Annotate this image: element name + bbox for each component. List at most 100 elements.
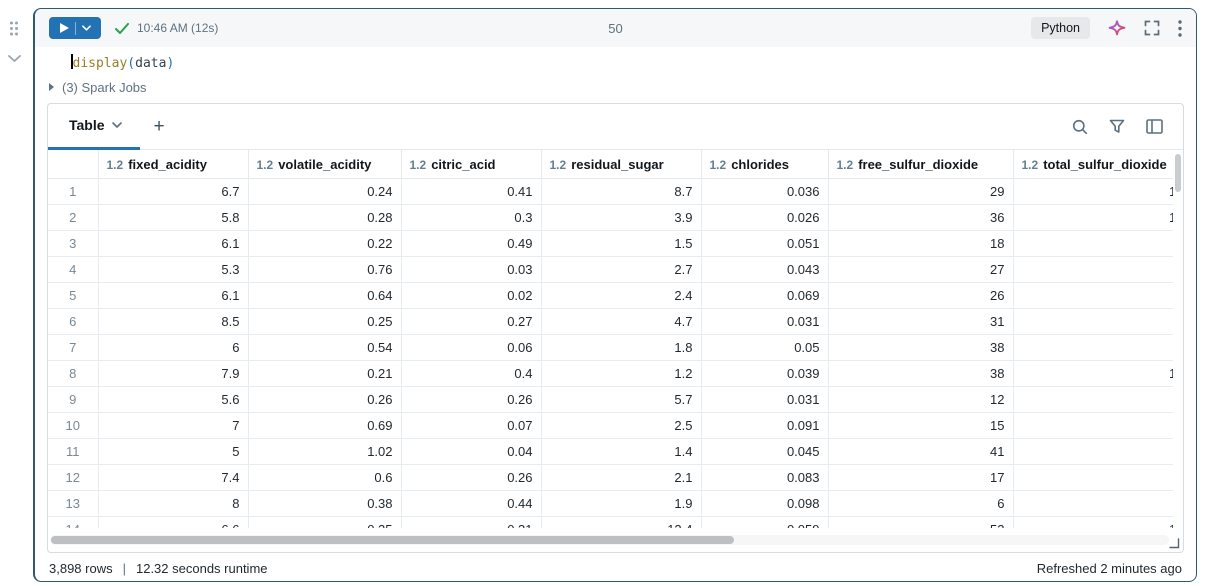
cell-value: 29 (827, 178, 1014, 205)
column-header-chlorides[interactable]: 1.2 chlorides (700, 150, 829, 179)
cell-value: 0.098 (700, 490, 829, 517)
cell-value: 0.26 (400, 386, 542, 413)
row-number: 3 (48, 230, 99, 257)
row-number: 11 (48, 438, 99, 465)
table-row: 36.10.220.491.50.051188 (48, 230, 1173, 257)
horizontal-scrollbar-thumb[interactable] (51, 536, 734, 544)
cell-value: 12.4 (540, 516, 702, 528)
row-count-label: 3,898 rows (49, 561, 113, 576)
cell-value: 0.02 (400, 282, 542, 309)
cell-value: 0.045 (700, 438, 829, 465)
cell-value: 18 (827, 230, 1014, 257)
cell-header: 10:46 AM (12s) 50 Python (35, 9, 1196, 47)
cell-value: 1.5 (540, 230, 702, 257)
refreshed-label: Refreshed 2 minutes ago (1036, 561, 1182, 576)
cell-value: 0.083 (700, 464, 829, 491)
column-header-residual_sugar[interactable]: 1.2 residual_sugar (540, 150, 702, 179)
cell-value: 0.54 (247, 334, 402, 361)
search-icon[interactable] (1072, 119, 1088, 135)
cell-value: 0.26 (247, 386, 402, 413)
table-row: 127.40.60.262.10.083179 (48, 464, 1173, 491)
cell-value: 6 (97, 334, 249, 361)
tab-table[interactable]: Table (48, 104, 140, 150)
column-header-citric_acid[interactable]: 1.2 citric_acid (400, 150, 542, 179)
row-number: 6 (48, 308, 99, 335)
results-status-bar: 3,898 rows | 12.32 seconds runtime Refre… (49, 561, 1182, 576)
chevron-down-icon (111, 122, 122, 128)
cell-value: 0.49 (400, 230, 542, 257)
cell-value: 6.1 (97, 282, 249, 309)
filter-icon[interactable] (1109, 119, 1125, 134)
drag-handle-icon[interactable] (9, 21, 19, 41)
cell-value: 0.22 (247, 230, 402, 257)
column-header-free_sulfur_dioxide[interactable]: 1.2 free_sulfur_dioxide (827, 150, 1014, 179)
resize-handle-icon[interactable] (1168, 537, 1180, 549)
status-separator: | (122, 561, 126, 576)
cell-value: 5 (97, 438, 249, 465)
cell-value: 0.25 (247, 516, 402, 528)
spark-jobs-label: (3) Spark Jobs (62, 79, 147, 95)
cell-value: 6.6 (97, 516, 249, 528)
cell-value: 0.24 (247, 178, 402, 205)
cell-value: 0.44 (400, 490, 542, 517)
cell-value: 7.4 (97, 464, 249, 491)
column-header-fixed_acidity[interactable]: 1.2 fixed_acidity (97, 150, 249, 179)
cell-value: 31 (827, 308, 1014, 335)
horizontal-scrollbar-track[interactable] (50, 535, 1169, 545)
fullscreen-icon[interactable] (1144, 20, 1160, 36)
cell-value: 7.9 (97, 360, 249, 387)
row-number: 5 (48, 282, 99, 309)
cell-value: 8 (97, 490, 249, 517)
cell-value: 52 (827, 516, 1014, 528)
cell-value: 0.64 (247, 282, 402, 309)
cell-value: 0.3 (400, 204, 542, 231)
collapse-cell-chevron-icon[interactable] (8, 50, 21, 68)
success-check-icon (115, 22, 129, 34)
row-number-header (48, 150, 99, 179)
row-number: 4 (48, 256, 99, 283)
cell-value: 41 (827, 438, 1014, 465)
numeric-type-icon: 1.2 (836, 157, 854, 172)
language-selector[interactable]: Python (1031, 17, 1090, 39)
run-cell-button[interactable] (49, 17, 101, 39)
spark-jobs-toggle[interactable]: (3) Spark Jobs (35, 75, 1196, 101)
cell-value: 2.1 (540, 464, 702, 491)
assistant-sparkle-icon[interactable] (1108, 20, 1126, 36)
column-name: volatile_acidity (278, 156, 372, 172)
column-name: free_sulfur_dioxide (858, 156, 979, 172)
row-number: 1 (48, 178, 99, 205)
column-name: citric_acid (431, 156, 496, 172)
cell-value: 12 (827, 386, 1014, 413)
table-viewport: 1.2 fixed_acidity 1.2 volatile_acidity 1.2 ci… (48, 150, 1173, 528)
cell-value: 6.1 (97, 230, 249, 257)
vertical-scrollbar-thumb[interactable] (1175, 154, 1181, 192)
cell-value: 8 (1012, 386, 1173, 413)
add-visualization-button[interactable]: + (148, 117, 171, 136)
notebook-cell: 10:46 AM (12s) 50 Python (33, 8, 1197, 582)
table-row: 95.60.260.265.70.031128 (48, 386, 1173, 413)
cell-value: 0.25 (247, 308, 402, 335)
cell-value: 9 (1012, 256, 1173, 283)
run-options-chevron-icon[interactable] (81, 25, 91, 31)
results-table: 1.2 fixed_acidity 1.2 volatile_acidity 1.2 ci… (48, 150, 1173, 528)
numeric-type-icon: 1.2 (549, 157, 567, 172)
cell-value: 10 (1012, 204, 1173, 231)
numeric-type-icon: 1.2 (106, 157, 124, 172)
column-header-total_sulfur_dioxide[interactable]: 1.2 total_sulfur_dioxide (1012, 150, 1173, 179)
cell-menu-kebab-icon[interactable] (1178, 19, 1182, 37)
cell-value: 5.6 (97, 386, 249, 413)
table-row: 87.90.210.41.20.0393810 (48, 360, 1173, 387)
cell-value: 8 (1012, 230, 1173, 257)
row-number: 2 (48, 204, 99, 231)
column-header-volatile_acidity[interactable]: 1.2 volatile_acidity (247, 150, 402, 179)
run-button-divider (74, 21, 76, 35)
columns-icon[interactable] (1146, 119, 1163, 134)
row-number: 12 (48, 464, 99, 491)
cell-value: 3.9 (540, 204, 702, 231)
table-row: 68.50.250.274.70.031319 (48, 308, 1173, 335)
code-editor[interactable]: display(data) (35, 47, 1196, 75)
cell-value: 0.69 (247, 412, 402, 439)
cell-value: 0.031 (700, 308, 829, 335)
code-paren-close: ) (166, 56, 175, 71)
